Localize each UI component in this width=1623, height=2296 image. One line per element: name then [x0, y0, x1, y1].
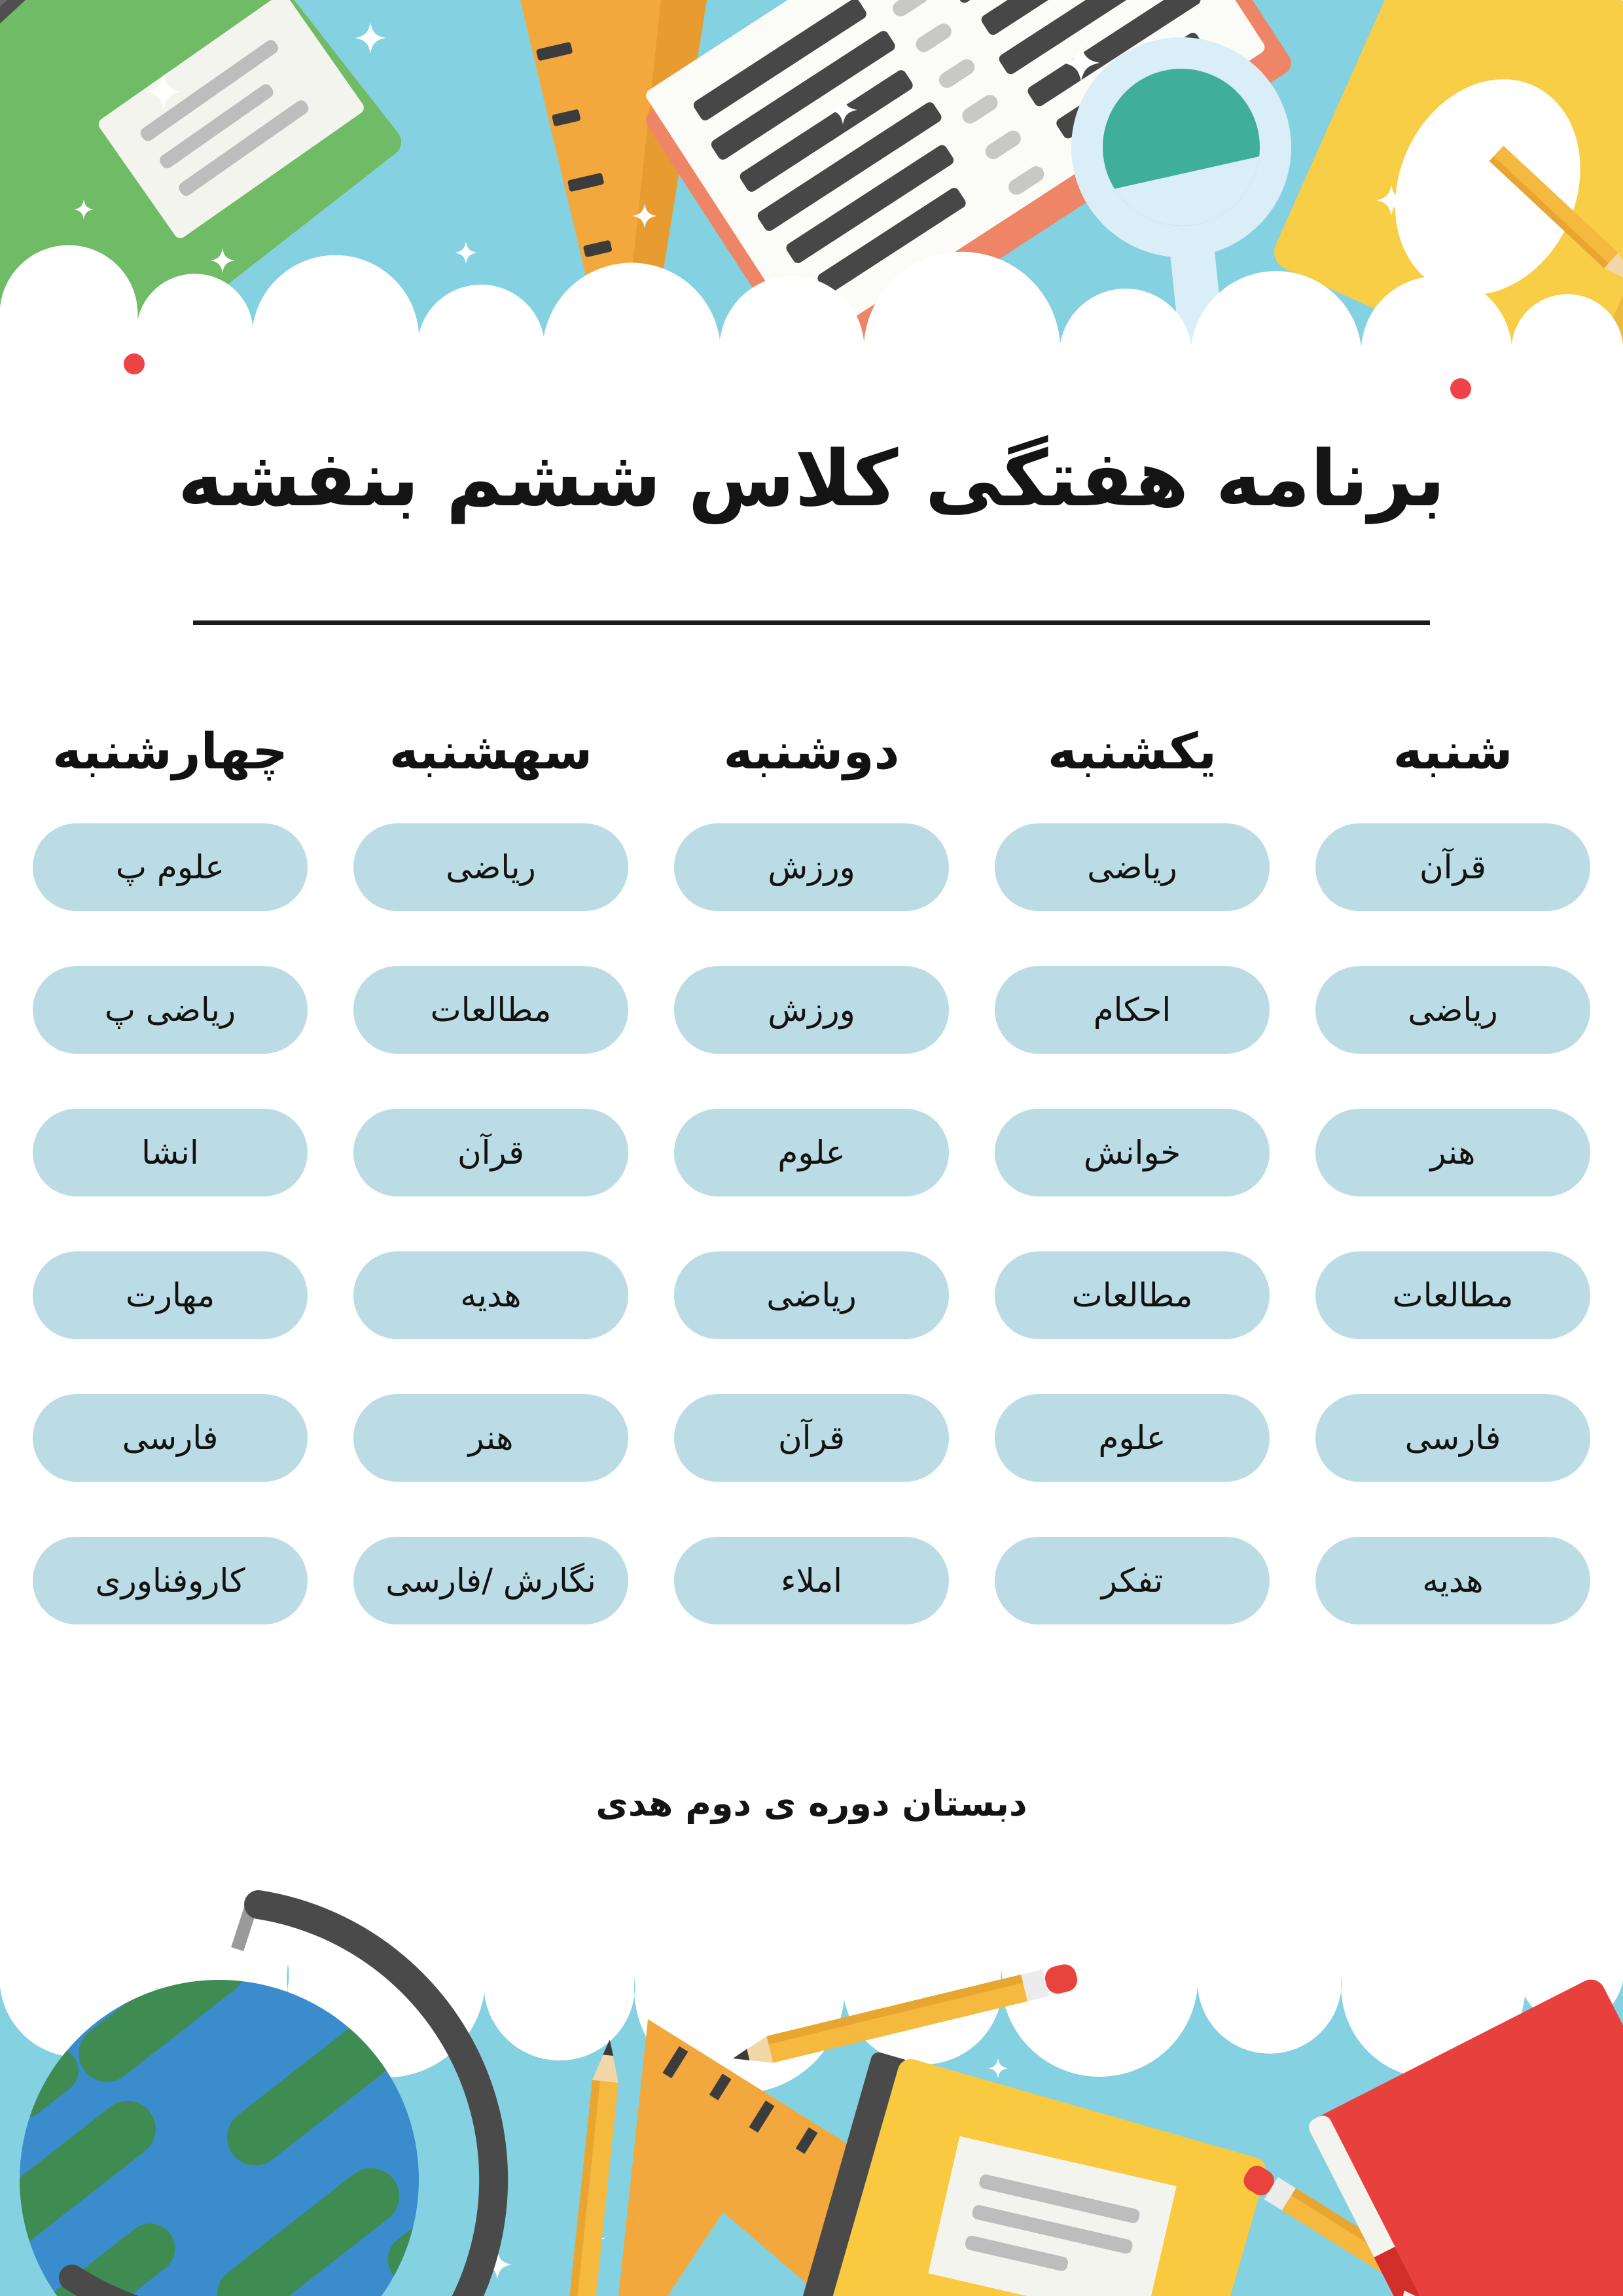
subject-pill: ریاضی — [353, 823, 628, 911]
day-header: شنبه — [1393, 721, 1513, 780]
subject-pill: احکام — [995, 966, 1270, 1054]
day-column-saturday: شنبه قرآن ریاضی هنر مطالعات فارسی هدیه — [1315, 702, 1590, 1679]
red-dot-icon — [124, 353, 145, 374]
subject-pill: ورزش — [674, 966, 949, 1054]
yellow-book-icon — [1274, 0, 1623, 407]
subject-pill: علوم — [674, 1109, 949, 1196]
subject-pill: مطالعات — [353, 966, 628, 1054]
yellow-notebook-icon — [798, 2052, 1266, 2296]
subject-pill: تفکر — [995, 1537, 1270, 1624]
day-header: سهشنبه — [389, 721, 593, 780]
subject-pill: قرآن — [674, 1394, 949, 1482]
corner-pencil-icon — [1489, 145, 1623, 284]
subject-pill: انشا — [33, 1109, 308, 1196]
subject-pill: مهارت — [33, 1251, 308, 1339]
subject-pill: کاروفناوری — [33, 1537, 308, 1624]
yellow-pencil-icon — [569, 2039, 618, 2296]
subject-pill: ریاضی — [995, 823, 1270, 911]
subject-pill: فارسی — [33, 1394, 308, 1482]
subject-pill: ریاضی پ — [33, 966, 308, 1054]
title-divider — [193, 620, 1430, 625]
subject-pill: هدیه — [353, 1251, 628, 1339]
subject-pill: قرآن — [353, 1109, 628, 1196]
red-book-icon — [1308, 1979, 1623, 2296]
magnifier-icon — [1071, 37, 1291, 432]
subject-pill: املاء — [674, 1537, 949, 1624]
subject-pill: ورزش — [674, 823, 949, 911]
red-dot-icon — [1450, 378, 1471, 399]
subject-pill: مطالعات — [995, 1251, 1270, 1339]
horizontal-pencil-icon — [733, 1964, 1078, 2063]
subject-pill: خوانش — [995, 1109, 1270, 1196]
day-column-tuesday: سهشنبه ریاضی مطالعات قرآن هدیه هنر نگارش… — [353, 702, 628, 1679]
day-column-sunday: یکشنبه ریاضی احکام خوانش مطالعات علوم تف… — [995, 702, 1270, 1679]
subject-pill: ریاضی — [1315, 966, 1590, 1054]
subject-pill: ریاضی — [674, 1251, 949, 1339]
day-header: دوشنبه — [723, 721, 900, 780]
day-header: یکشنبه — [1047, 721, 1217, 780]
day-column-wednesday: چهارشنبه علوم پ ریاضی پ انشا مهارت فارسی… — [33, 702, 308, 1679]
subject-pill: فارسی — [1315, 1394, 1590, 1482]
subject-pill: قرآن — [1315, 823, 1590, 911]
day-column-monday: دوشنبه ورزش ورزش علوم ریاضی قرآن املاء — [674, 702, 949, 1679]
subject-pill: هنر — [353, 1394, 628, 1482]
cloud-top-edge — [0, 245, 1623, 432]
bottom-decoration — [0, 1872, 1623, 2296]
schedule-grid: شنبه قرآن ریاضی هنر مطالعات فارسی هدیه ی… — [33, 702, 1590, 1679]
top-decoration-art — [0, 0, 1623, 432]
school-name: دبستان دوره ی دوم هدی — [596, 1783, 1027, 1824]
subject-pill: نگارش /فارسی — [353, 1537, 628, 1624]
subject-pill: هنر — [1315, 1109, 1590, 1196]
subject-pill: هدیه — [1315, 1537, 1590, 1624]
spiral-notebook-icon — [646, 0, 1291, 376]
page-title: برنامه هفتگی کلاس ششم بنفشه — [177, 433, 1446, 524]
subject-pill: علوم پ — [33, 823, 308, 911]
day-header: چهارشنبه — [52, 721, 289, 780]
subject-pill: علوم — [995, 1394, 1270, 1482]
subject-pill: مطالعات — [1315, 1251, 1590, 1339]
